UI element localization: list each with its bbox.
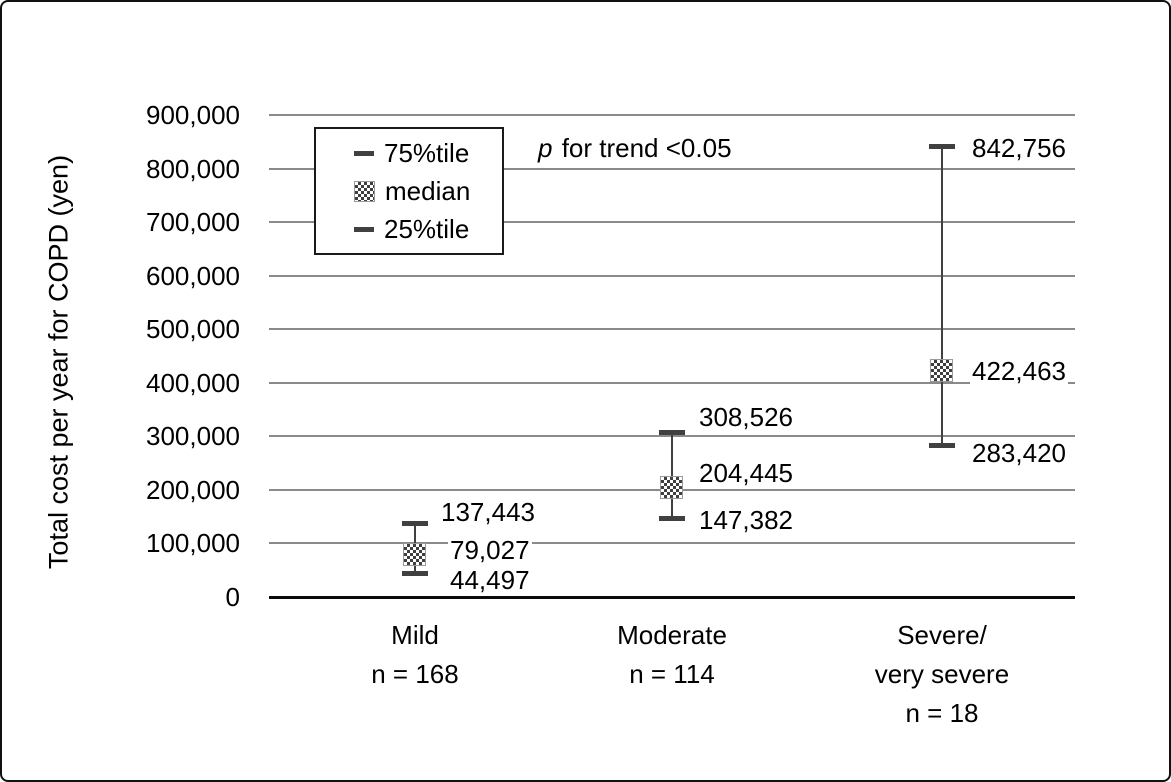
legend-label-25tile: 25%tile xyxy=(384,214,470,244)
error-bar-stem xyxy=(941,145,943,446)
legend-box: 75%tile median 25%tile xyxy=(314,127,504,255)
category-label-line: Moderate xyxy=(617,620,727,650)
gridline xyxy=(269,274,1075,277)
percentile75-cap xyxy=(659,429,685,435)
category-label-line: very severe xyxy=(874,659,1010,689)
value-label: 147,382 xyxy=(697,504,795,537)
median-marker xyxy=(403,542,426,566)
percentile25-cap xyxy=(929,443,955,449)
gridline xyxy=(269,381,1075,384)
percentile75-cap xyxy=(929,143,955,149)
error-bar-stem xyxy=(671,431,673,519)
value-label: 283,420 xyxy=(970,437,1068,470)
category-label-line: n = 168 xyxy=(371,659,459,689)
value-label: 422,463 xyxy=(970,354,1068,387)
percentile75-cap xyxy=(402,521,428,527)
value-label: 308,526 xyxy=(697,400,795,433)
category-label-line: n = 114 xyxy=(629,659,715,689)
p-italic: p xyxy=(538,133,553,163)
y-tick-label: 0 xyxy=(225,582,240,612)
y-tick-label: 100,000 xyxy=(146,528,240,559)
y-tick-label: 700,000 xyxy=(146,207,240,238)
y-tick-label: 600,000 xyxy=(146,260,240,291)
value-label: 842,756 xyxy=(970,131,1068,164)
legend-row-75tile: 75%tile xyxy=(354,139,502,167)
gridline xyxy=(269,167,1075,170)
value-label: 44,497 xyxy=(448,564,532,597)
category-label-line: Mild xyxy=(391,620,439,650)
y-tick-label: 500,000 xyxy=(146,314,240,345)
category-label: Severe/very severe n = 18 xyxy=(812,616,1072,733)
median-marker xyxy=(660,475,683,499)
percentile25-cap xyxy=(402,571,428,577)
value-label: 137,443 xyxy=(439,496,537,529)
legend-label-median: median xyxy=(385,176,471,206)
legend-row-25tile: 25%tile xyxy=(354,215,502,243)
gridline xyxy=(269,221,1075,224)
gridline xyxy=(269,542,1075,545)
y-axis-title: Total cost per year for COPD (yen) xyxy=(43,154,74,570)
median-marker xyxy=(930,358,953,382)
gridline xyxy=(269,328,1075,331)
percentile25-dash-icon xyxy=(354,226,374,232)
value-label: 79,027 xyxy=(448,533,532,566)
y-tick-label: 300,000 xyxy=(146,421,240,452)
legend-row-median: median xyxy=(354,177,502,205)
x-axis-line xyxy=(269,596,1075,599)
category-label-line: n = 18 xyxy=(905,698,979,728)
category-label: Mild n = 168 xyxy=(285,616,545,694)
y-tick-label: 400,000 xyxy=(146,367,240,398)
p-trend-text: for trend <0.05 xyxy=(554,133,732,163)
y-tick-label: 200,000 xyxy=(146,474,240,505)
legend-label-75tile: 75%tile xyxy=(384,138,470,168)
p-trend-annotation: p for trend <0.05 xyxy=(538,133,732,163)
y-tick-label: 900,000 xyxy=(146,100,240,130)
percentile25-cap xyxy=(659,516,685,522)
category-label: Moderate n = 114 xyxy=(542,616,802,694)
gridline xyxy=(269,114,1075,116)
category-label-line: Severe/ xyxy=(897,620,987,650)
median-checker-icon xyxy=(354,180,375,202)
y-tick-label: 800,000 xyxy=(146,153,240,184)
value-label: 204,445 xyxy=(697,456,795,489)
percentile75-dash-icon xyxy=(354,150,374,156)
